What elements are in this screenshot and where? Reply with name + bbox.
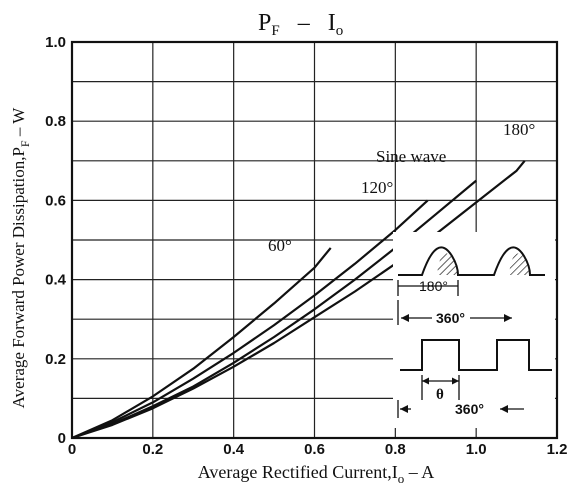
inset-180-label: 180° xyxy=(419,278,448,294)
inset-360-bottom-label: 360° xyxy=(455,401,484,417)
x-tick-label-3: 0.6 xyxy=(304,441,325,458)
series-line-0 xyxy=(71,247,332,440)
inset-theta-label: θ xyxy=(436,387,444,403)
series-line-1 xyxy=(71,199,429,440)
inset-background xyxy=(393,232,555,428)
y-tick-label-5: 1.0 xyxy=(45,34,66,51)
square-waveform xyxy=(400,339,552,371)
x-tick-label-6: 1.2 xyxy=(547,441,568,458)
y-tick-label-2: 0.4 xyxy=(45,272,67,289)
y-tick-label-4: 0.8 xyxy=(45,113,66,130)
y-tick-label-3: 0.6 xyxy=(45,192,66,209)
sine-hatch-2 xyxy=(509,253,530,275)
inset-360-top-label: 360° xyxy=(436,310,465,326)
y-axis-label: Average Forward Power Dissipation,PF – W xyxy=(9,107,32,409)
chart-title: PF – Io xyxy=(258,10,343,39)
label-180: 180° xyxy=(503,120,535,139)
x-tick-label-1: 0.2 xyxy=(142,441,163,458)
y-tick-label-0: 0 xyxy=(58,430,66,447)
waveform-inset: 180° 360° θ 360° xyxy=(393,232,555,428)
x-tick-label-4: 0.8 xyxy=(385,441,406,458)
x-tick-label-2: 0.4 xyxy=(223,441,245,458)
x-axis-label: Average Rectified Current,Io – A xyxy=(198,462,435,486)
axes: 0 0.2 0.4 0.6 0.8 1.0 1.2 0 0.2 0.4 0.6 0.8 1.0 xyxy=(45,34,567,458)
y-tick-label-1: 0.2 xyxy=(45,351,66,368)
series-line-3 xyxy=(71,160,526,440)
label-sine-wave: Sine wave xyxy=(376,147,446,166)
sine-hatch-1 xyxy=(437,253,458,275)
x-tick-label-0: 0 xyxy=(68,441,76,458)
plot-frame xyxy=(70,40,559,440)
label-60: 60° xyxy=(268,236,292,255)
label-120: 120° xyxy=(361,178,393,197)
x-tick-label-5: 1.0 xyxy=(466,441,487,458)
